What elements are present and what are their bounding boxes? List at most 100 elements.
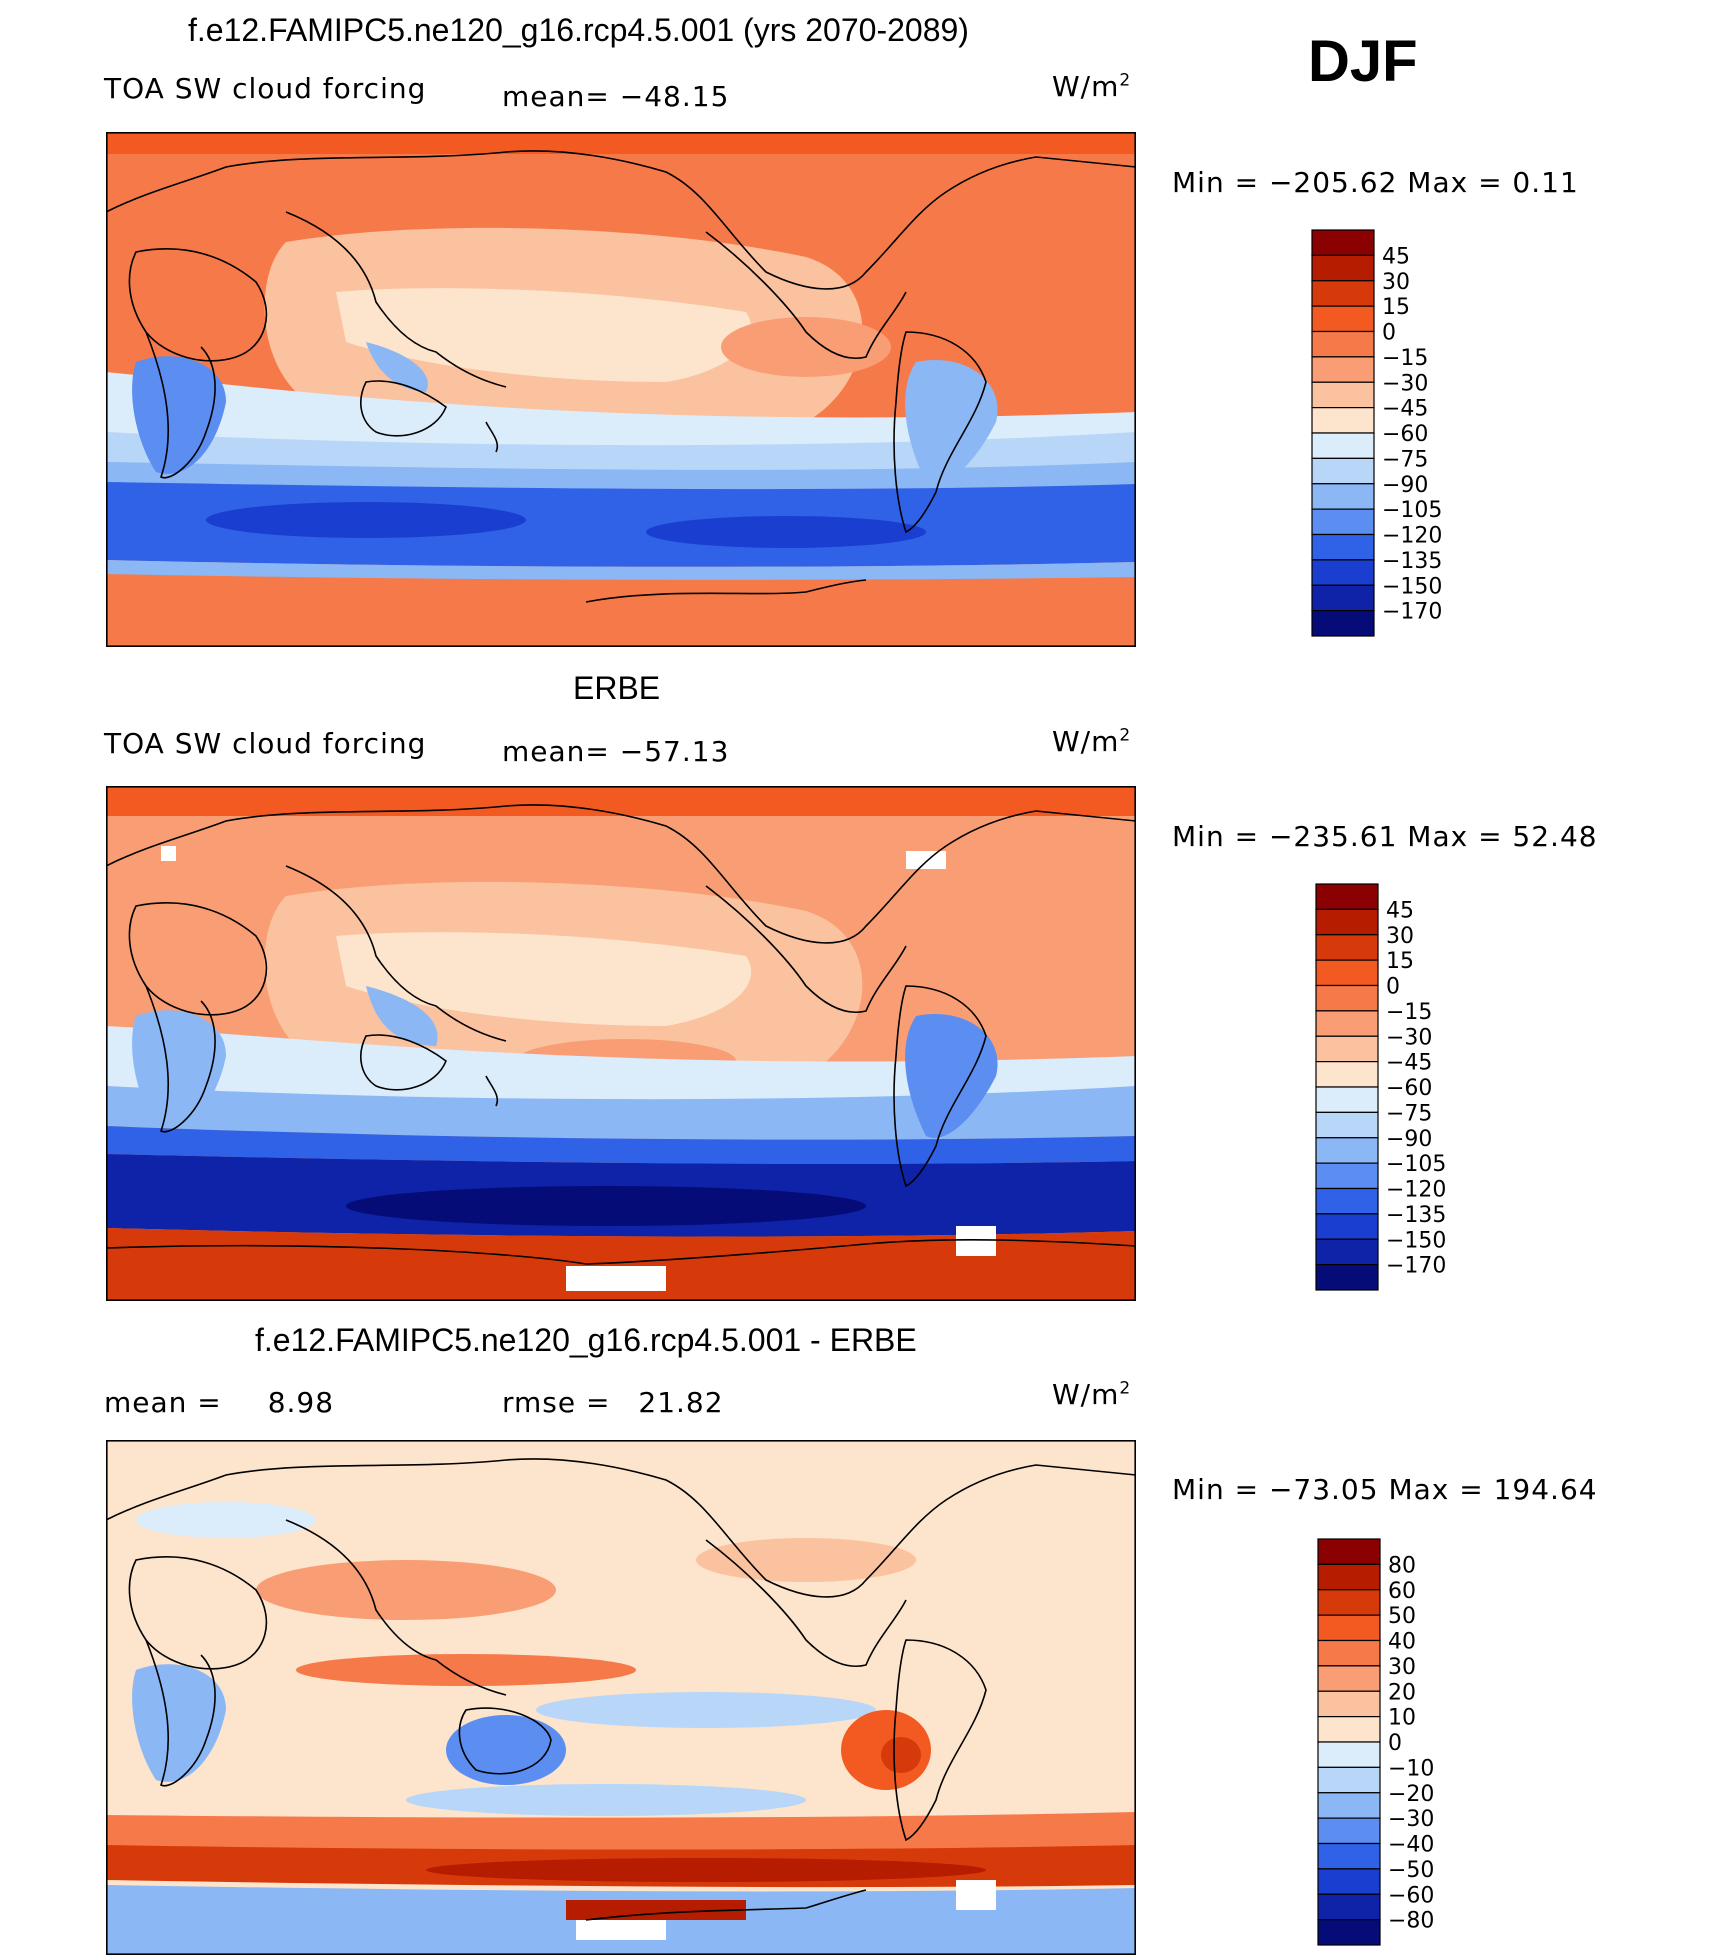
colorbar-swatch [1311, 356, 1375, 383]
panel2-antarctica [106, 1228, 1136, 1301]
panel2-map [106, 786, 1136, 1301]
panel3-south-pacific-cool [406, 1784, 806, 1816]
panel2-coastlines [106, 804, 1136, 1265]
colorbar-swatch [1311, 407, 1375, 434]
colorbar-tick-label: −75 [1386, 1101, 1432, 1126]
colorbar-swatch [1315, 883, 1379, 910]
colorbar-tick-label: 30 [1382, 270, 1410, 295]
colorbar-swatch [1315, 1035, 1379, 1063]
panel3-peru-core [881, 1737, 921, 1773]
colorbar-tick-label: −170 [1386, 1254, 1446, 1279]
colorbar-tick-label: 80 [1388, 1553, 1416, 1578]
colorbar-swatch [1315, 908, 1379, 936]
panel1-mean-label: mean= −48.15 [502, 80, 729, 113]
panel1-pacific-core [336, 288, 752, 382]
colorbar-tick-label: 30 [1386, 924, 1414, 949]
colorbar-swatch [1317, 1842, 1381, 1870]
panel1-map-frame [106, 132, 1136, 647]
colorbar-tick-label: −50 [1388, 1858, 1434, 1883]
colorbar-tick-label: −120 [1382, 524, 1442, 549]
panel1-mean-text: mean= [502, 80, 610, 113]
panel3-map [106, 1440, 1136, 1955]
panel1-coastlines [106, 150, 1136, 603]
panel2-units-base: W/m [1052, 725, 1120, 758]
panel2-missing-4 [161, 846, 176, 861]
colorbar-swatch [1315, 984, 1379, 1012]
panel2-africa-blue [132, 1010, 226, 1128]
colorbar-tick-label: −30 [1382, 371, 1428, 396]
colorbar-swatch [1315, 1162, 1379, 1190]
colorbar-swatch [1315, 959, 1379, 987]
colorbar-swatch [1315, 1111, 1379, 1139]
panel3-asia-warm [256, 1560, 556, 1620]
panel2-mean-value: −57.13 [619, 735, 730, 768]
panel3-units-base: W/m [1052, 1378, 1120, 1411]
panel3-units: W/m2 [1052, 1378, 1131, 1411]
colorbar-tick-label: −170 [1382, 600, 1442, 625]
panel1-antarctic-edge [106, 560, 1136, 580]
colorbar-tick-label: 15 [1382, 295, 1410, 320]
colorbar-swatch [1311, 610, 1375, 637]
colorbar-swatch [1317, 1817, 1381, 1845]
colorbar-swatch [1315, 934, 1379, 961]
panel1-title: f.e12.FAMIPC5.ne120_g16.rcp4.5.001 (yrs … [188, 12, 969, 48]
panel2-missing-3 [906, 851, 946, 869]
panel1-map [106, 132, 1136, 647]
panel2-missing-1 [566, 1266, 666, 1291]
panel2-mean-text: mean= [502, 735, 610, 768]
colorbar-tick-label: −15 [1382, 346, 1428, 371]
colorbar-swatch [1315, 1187, 1379, 1215]
colorbar-tick-label: −105 [1382, 498, 1442, 523]
colorbar-tick-label: −15 [1386, 1000, 1432, 1025]
colorbar-tick-label: 0 [1386, 975, 1400, 1000]
colorbar-swatch [1311, 381, 1375, 409]
panel1-colorbar: 4530150−15−30−45−60−75−90−105−120−135−15… [1311, 229, 1442, 637]
panel1-range-text: Min = −205.62 Max = 0.11 [1172, 166, 1579, 199]
colorbar-swatch [1315, 1086, 1379, 1113]
colorbar-tick-label: −135 [1382, 549, 1442, 574]
colorbar-tick-label: −30 [1388, 1807, 1434, 1832]
colorbar-tick-label: −90 [1386, 1127, 1432, 1152]
colorbar-tick-label: −40 [1388, 1833, 1434, 1858]
panel2-range-text: Min = −235.61 Max = 52.48 [1172, 820, 1598, 853]
colorbar-tick-label: −10 [1388, 1756, 1434, 1781]
panel1-mean-value: −48.15 [619, 80, 730, 113]
panel3-map-frame [106, 1440, 1136, 1955]
panel3-title: f.e12.FAMIPC5.ne120_g16.rcp4.5.001 - ERB… [255, 1322, 917, 1358]
panel3-coastlines [106, 1458, 1136, 1921]
colorbar-swatch [1317, 1563, 1381, 1591]
panel3-missing-1 [576, 1920, 666, 1940]
panel1-maritime-blue [366, 342, 428, 392]
panel1-midlat-light [106, 432, 1136, 473]
colorbar-swatch [1315, 1010, 1379, 1037]
colorbar-swatch [1311, 508, 1375, 536]
colorbar-swatch [1315, 1264, 1379, 1291]
panel3-mean-text: mean = [104, 1386, 222, 1419]
panel3-africa-cool [132, 1664, 226, 1782]
colorbar-tick-label: −105 [1386, 1152, 1446, 1177]
colorbar-tick-label: −150 [1382, 574, 1442, 599]
colorbar-swatch [1317, 1690, 1381, 1718]
panel3-australia-cool [446, 1715, 566, 1785]
colorbar-tick-label: −150 [1386, 1228, 1446, 1253]
colorbar-swatch [1311, 330, 1375, 358]
colorbar-swatch [1317, 1639, 1381, 1667]
panel1-midlat-band [106, 462, 1136, 491]
panel1-southern-core-2 [646, 516, 926, 548]
panel2-pacific-core [336, 932, 752, 1026]
colorbar-tick-label: 40 [1388, 1630, 1416, 1655]
colorbar-swatch [1311, 483, 1375, 510]
panel2-midlat-band [106, 1086, 1136, 1140]
panel2-maritime-blue [366, 986, 438, 1046]
panel3-pacific-warm [696, 1538, 916, 1582]
colorbar-swatch [1317, 1741, 1381, 1768]
panel1-units-exp: 2 [1119, 70, 1132, 91]
panel1-southern-core-1 [206, 502, 526, 538]
panel1-arctic-band [106, 132, 1136, 154]
panel2-midlat-dark [106, 1126, 1136, 1164]
panel3-mean-value: 8.98 [267, 1386, 335, 1419]
colorbar-tick-label: −60 [1388, 1883, 1434, 1908]
panel3-missing-2 [956, 1880, 996, 1910]
panel3-rmse-label: rmse = 21.82 [502, 1386, 724, 1419]
colorbar-swatch [1311, 229, 1375, 256]
